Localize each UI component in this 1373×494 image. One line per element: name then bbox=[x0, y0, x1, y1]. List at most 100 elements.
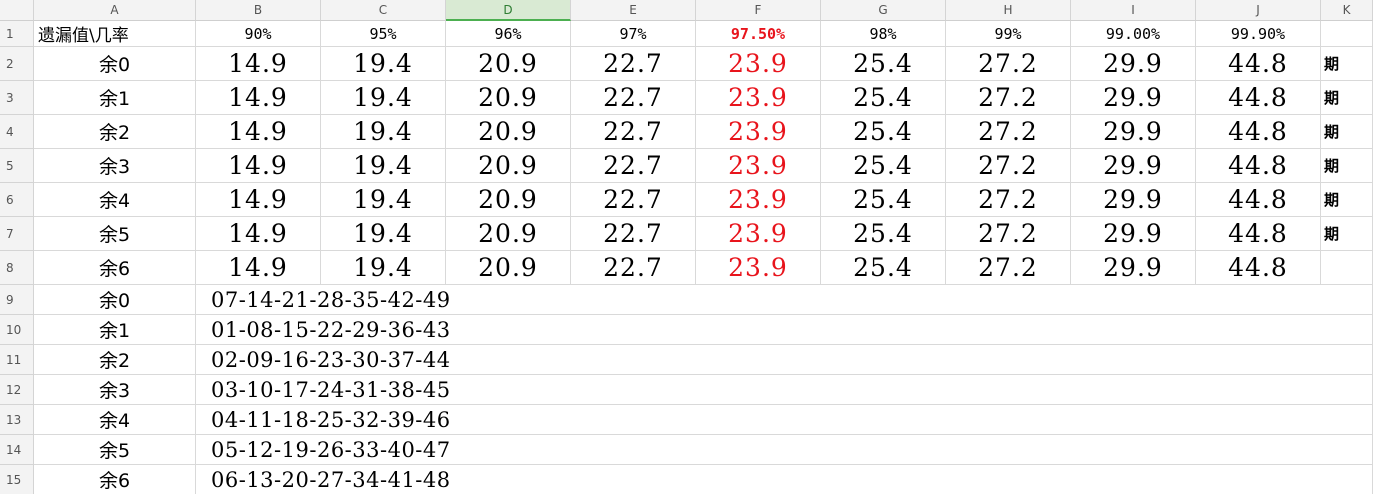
cell-omission-value[interactable]: 19.4 bbox=[321, 183, 446, 217]
row-header-6[interactable]: 6 bbox=[0, 183, 34, 217]
cell-omission-value[interactable]: 14.9 bbox=[196, 251, 321, 285]
row-header-3[interactable]: 3 bbox=[0, 81, 34, 115]
cell-omission-value[interactable]: 29.9 bbox=[1071, 47, 1196, 81]
cell-remainder-label[interactable]: 余0 bbox=[34, 285, 196, 315]
cell-omission-value[interactable]: 19.4 bbox=[321, 47, 446, 81]
cell-period-suffix[interactable]: 期 bbox=[1321, 115, 1373, 149]
row-header-15[interactable]: 15 bbox=[0, 465, 34, 494]
cell-period-suffix[interactable]: 期 bbox=[1321, 183, 1373, 217]
cell-omission-value[interactable]: 19.4 bbox=[321, 251, 446, 285]
row-header-2[interactable]: 2 bbox=[0, 47, 34, 81]
row-header-8[interactable]: 8 bbox=[0, 251, 34, 285]
cell-omission-value[interactable]: 29.9 bbox=[1071, 81, 1196, 115]
column-header-k[interactable]: K bbox=[1321, 0, 1373, 21]
cell-number-sequence[interactable]: 07-14-21-28-35-42-49 bbox=[196, 285, 1321, 315]
cell-remainder-label[interactable]: 余1 bbox=[34, 81, 196, 115]
column-header-i[interactable]: I bbox=[1071, 0, 1196, 21]
cell-k-empty[interactable] bbox=[1321, 435, 1373, 465]
cell-omission-value[interactable]: 22.7 bbox=[571, 251, 696, 285]
cell-omission-value[interactable]: 44.8 bbox=[1196, 47, 1321, 81]
cell-period-suffix[interactable]: 期 bbox=[1321, 149, 1373, 183]
cell-k-empty[interactable] bbox=[1321, 405, 1373, 435]
cell-probability-c1[interactable]: 95% bbox=[321, 21, 446, 47]
cell-omission-value[interactable]: 14.9 bbox=[196, 47, 321, 81]
cell-omission-value[interactable]: 20.9 bbox=[446, 217, 571, 251]
column-header-g[interactable]: G bbox=[821, 0, 946, 21]
column-header-e[interactable]: E bbox=[571, 0, 696, 21]
cell-omission-value[interactable]: 44.8 bbox=[1196, 183, 1321, 217]
cell-period-suffix[interactable]: 期 bbox=[1321, 47, 1373, 81]
column-header-h[interactable]: H bbox=[946, 0, 1071, 21]
cell-omission-value[interactable]: 19.4 bbox=[321, 81, 446, 115]
cell-omission-value[interactable]: 44.8 bbox=[1196, 81, 1321, 115]
row-header-7[interactable]: 7 bbox=[0, 217, 34, 251]
cell-k-empty[interactable] bbox=[1321, 285, 1373, 315]
cell-omission-value[interactable]: 22.7 bbox=[571, 81, 696, 115]
cell-omission-value[interactable]: 29.9 bbox=[1071, 115, 1196, 149]
cell-omission-value[interactable]: 27.2 bbox=[946, 115, 1071, 149]
row-header-12[interactable]: 12 bbox=[0, 375, 34, 405]
cell-omission-value[interactable]: 20.9 bbox=[446, 183, 571, 217]
column-header-a[interactable]: A bbox=[34, 0, 196, 21]
cell-omission-value[interactable]: 14.9 bbox=[196, 115, 321, 149]
cell-omission-value[interactable]: 44.8 bbox=[1196, 149, 1321, 183]
cell-omission-value[interactable]: 23.9 bbox=[696, 217, 821, 251]
cell-period-suffix[interactable] bbox=[1321, 251, 1373, 285]
cell-omission-value[interactable]: 29.9 bbox=[1071, 217, 1196, 251]
row-header-4[interactable]: 4 bbox=[0, 115, 34, 149]
cell-number-sequence[interactable]: 06-13-20-27-34-41-48 bbox=[196, 465, 1321, 494]
cell-omission-value[interactable]: 19.4 bbox=[321, 217, 446, 251]
cell-period-suffix[interactable]: 期 bbox=[1321, 217, 1373, 251]
cell-probability-g1[interactable]: 98% bbox=[821, 21, 946, 47]
row-header-9[interactable]: 9 bbox=[0, 285, 34, 315]
cell-omission-value[interactable]: 44.8 bbox=[1196, 115, 1321, 149]
cell-number-sequence[interactable]: 02-09-16-23-30-37-44 bbox=[196, 345, 1321, 375]
cell-a1-title[interactable]: 遗漏值\几率 bbox=[34, 21, 196, 47]
cell-remainder-label[interactable]: 余2 bbox=[34, 345, 196, 375]
cell-omission-value[interactable]: 44.8 bbox=[1196, 217, 1321, 251]
column-header-j[interactable]: J bbox=[1196, 0, 1321, 21]
cell-k1[interactable] bbox=[1321, 21, 1373, 47]
cell-omission-value[interactable]: 20.9 bbox=[446, 115, 571, 149]
cell-probability-d1[interactable]: 96% bbox=[446, 21, 571, 47]
cell-remainder-label[interactable]: 余6 bbox=[34, 465, 196, 494]
cell-k-empty[interactable] bbox=[1321, 465, 1373, 494]
cell-number-sequence[interactable]: 01-08-15-22-29-36-43 bbox=[196, 315, 1321, 345]
cell-remainder-label[interactable]: 余4 bbox=[34, 183, 196, 217]
cell-number-sequence[interactable]: 03-10-17-24-31-38-45 bbox=[196, 375, 1321, 405]
cell-omission-value[interactable]: 19.4 bbox=[321, 115, 446, 149]
cell-remainder-label[interactable]: 余3 bbox=[34, 375, 196, 405]
cell-omission-value[interactable]: 23.9 bbox=[696, 251, 821, 285]
column-header-d[interactable]: D bbox=[446, 0, 571, 21]
cell-probability-e1[interactable]: 97% bbox=[571, 21, 696, 47]
cell-omission-value[interactable]: 27.2 bbox=[946, 149, 1071, 183]
cell-omission-value[interactable]: 25.4 bbox=[821, 251, 946, 285]
cell-omission-value[interactable]: 23.9 bbox=[696, 115, 821, 149]
cell-omission-value[interactable]: 19.4 bbox=[321, 149, 446, 183]
cell-probability-j1[interactable]: 99.90% bbox=[1196, 21, 1321, 47]
cell-omission-value[interactable]: 44.8 bbox=[1196, 251, 1321, 285]
cell-omission-value[interactable]: 20.9 bbox=[446, 149, 571, 183]
cell-remainder-label[interactable]: 余4 bbox=[34, 405, 196, 435]
cell-remainder-label[interactable]: 余3 bbox=[34, 149, 196, 183]
cell-omission-value[interactable]: 29.9 bbox=[1071, 149, 1196, 183]
cell-period-suffix[interactable]: 期 bbox=[1321, 81, 1373, 115]
row-header-14[interactable]: 14 bbox=[0, 435, 34, 465]
cell-number-sequence[interactable]: 05-12-19-26-33-40-47 bbox=[196, 435, 1321, 465]
select-all-corner[interactable] bbox=[0, 0, 34, 21]
cell-omission-value[interactable]: 27.2 bbox=[946, 81, 1071, 115]
row-header-5[interactable]: 5 bbox=[0, 149, 34, 183]
row-header-10[interactable]: 10 bbox=[0, 315, 34, 345]
cell-omission-value[interactable]: 14.9 bbox=[196, 81, 321, 115]
cell-omission-value[interactable]: 27.2 bbox=[946, 183, 1071, 217]
cell-omission-value[interactable]: 25.4 bbox=[821, 183, 946, 217]
cell-remainder-label[interactable]: 余0 bbox=[34, 47, 196, 81]
column-header-c[interactable]: C bbox=[321, 0, 446, 21]
cell-omission-value[interactable]: 25.4 bbox=[821, 149, 946, 183]
cell-omission-value[interactable]: 14.9 bbox=[196, 183, 321, 217]
cell-remainder-label[interactable]: 余1 bbox=[34, 315, 196, 345]
cell-omission-value[interactable]: 25.4 bbox=[821, 115, 946, 149]
cell-omission-value[interactable]: 23.9 bbox=[696, 149, 821, 183]
cell-probability-b1[interactable]: 90% bbox=[196, 21, 321, 47]
